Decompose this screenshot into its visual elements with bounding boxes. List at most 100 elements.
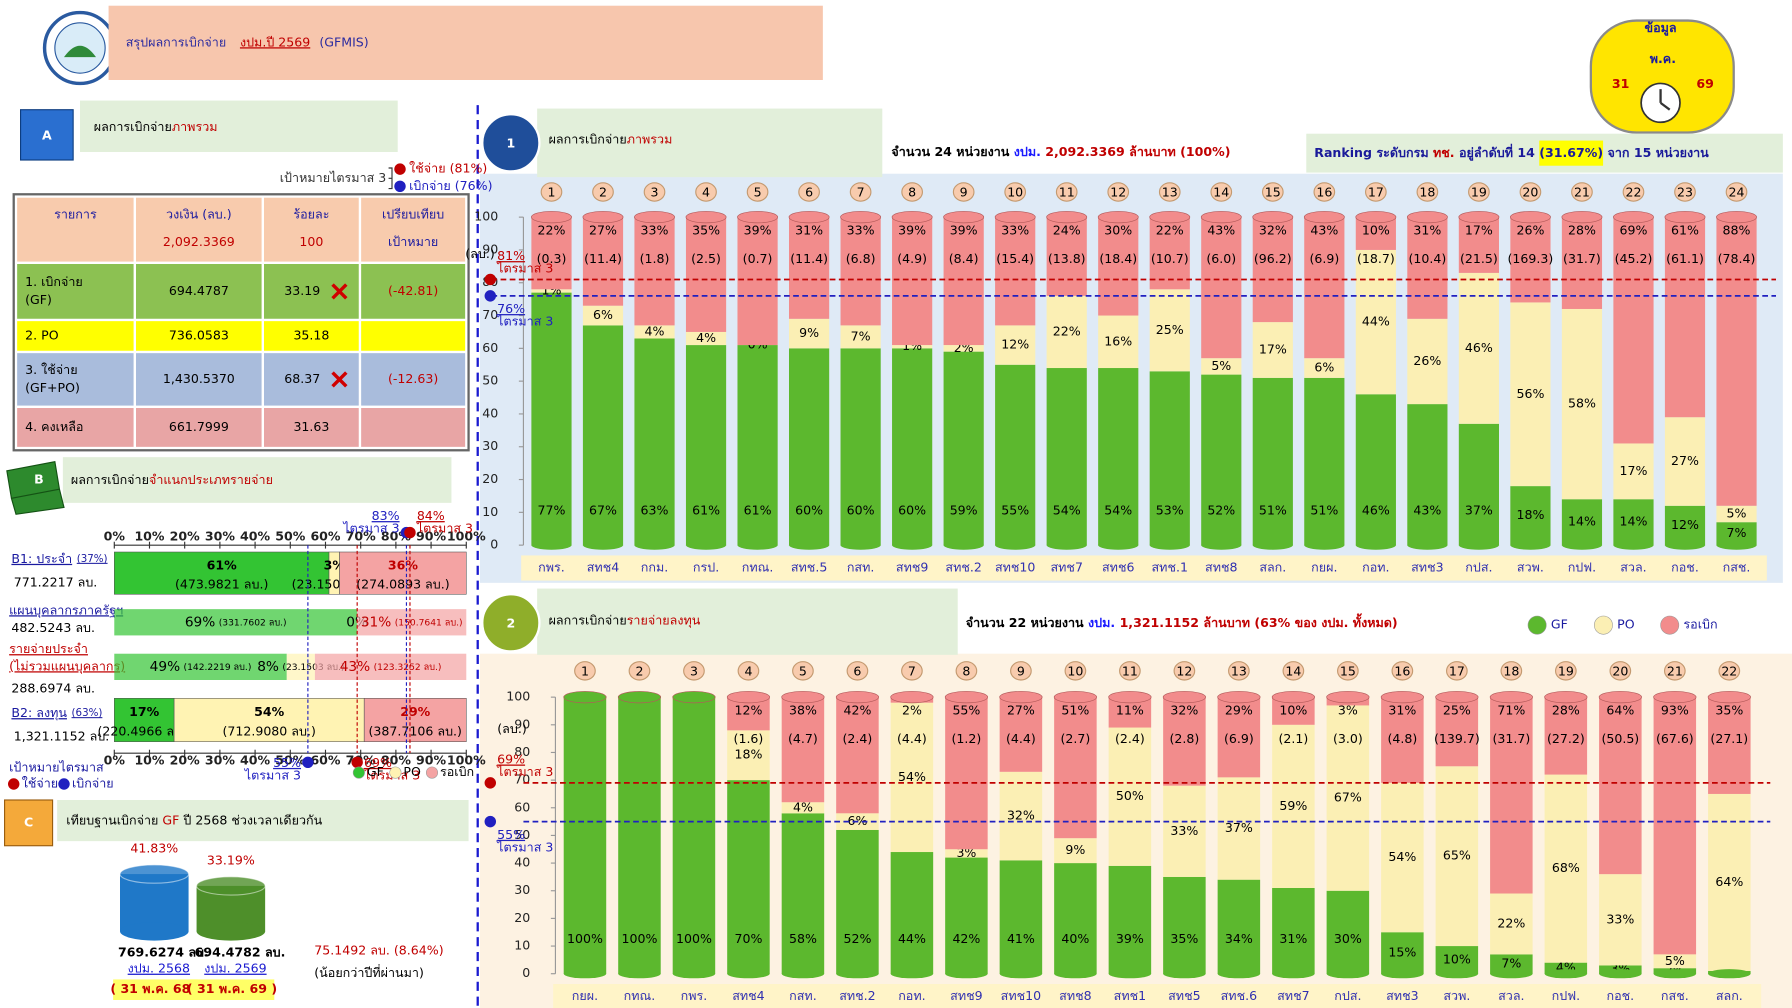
bar-segment bbox=[999, 860, 1043, 974]
unit-number: 17 bbox=[1368, 185, 1384, 200]
unit-number-badge bbox=[1313, 182, 1336, 202]
unit-number-badge bbox=[1663, 661, 1686, 681]
x-tick-label: สทช3 bbox=[1386, 988, 1418, 1003]
segment bbox=[314, 653, 467, 680]
unit-number-badge bbox=[1674, 182, 1696, 202]
segment-percent: 43% bbox=[340, 659, 370, 675]
bar-segment bbox=[999, 697, 1043, 772]
cylinder-bottom bbox=[840, 540, 881, 550]
cylinder-top bbox=[1303, 211, 1345, 224]
cylinder-bottom bbox=[1108, 969, 1152, 979]
unit-number-badge bbox=[901, 661, 923, 681]
remaining-amount: (11.4) bbox=[790, 251, 828, 266]
x-tick-label: กอช. bbox=[1671, 559, 1699, 574]
cylinder-bottom bbox=[1304, 540, 1345, 550]
cylinder-bottom bbox=[531, 540, 572, 550]
remaining-amount: (78.4) bbox=[1718, 251, 1756, 266]
value-label: 88% bbox=[1723, 222, 1751, 237]
unit-number-badge bbox=[1119, 661, 1141, 681]
unit-number-badge bbox=[1500, 661, 1523, 681]
x-tick-label: สทช7 bbox=[1050, 559, 1082, 574]
cylinder-top bbox=[1598, 691, 1642, 704]
value-label: 14% bbox=[1620, 514, 1648, 529]
x-tick-label: กพร. bbox=[538, 559, 565, 574]
unit-number: 4 bbox=[744, 663, 752, 678]
remaining-amount: (2.4) bbox=[843, 731, 873, 746]
value-label: 42% bbox=[952, 931, 980, 946]
legend-dot bbox=[394, 163, 406, 175]
cylinder-top bbox=[1509, 211, 1551, 224]
cylinder-top bbox=[944, 691, 989, 704]
x-tick-label: กสช. bbox=[1723, 559, 1751, 574]
cylinder-top bbox=[1271, 691, 1315, 704]
bar-segment bbox=[1326, 890, 1370, 974]
legend-dot bbox=[394, 180, 406, 192]
x-tick-label: กสท. bbox=[789, 988, 817, 1003]
unit-number-badge bbox=[592, 182, 614, 202]
target-dot bbox=[404, 526, 416, 539]
target-note: ไตรมาส 3 bbox=[496, 839, 553, 854]
value-label: 31% bbox=[1388, 702, 1416, 717]
bar-segment bbox=[727, 730, 770, 781]
segment bbox=[114, 609, 358, 636]
table-cell bbox=[358, 350, 468, 408]
bar-segment bbox=[1054, 863, 1097, 974]
value-label: 4% bbox=[645, 323, 665, 338]
unit-number: 14 bbox=[1213, 185, 1229, 200]
unit-number: 20 bbox=[1522, 185, 1538, 200]
remaining-amount: (2.1) bbox=[1278, 731, 1308, 746]
axis-tick-label: 100% bbox=[447, 753, 486, 768]
cylinder-bottom bbox=[781, 969, 825, 979]
value-label: 22% bbox=[1497, 915, 1525, 930]
cylinder-bottom bbox=[1599, 969, 1642, 979]
target-label: 84% bbox=[417, 508, 445, 523]
bar-segment bbox=[1272, 724, 1315, 888]
table-border bbox=[12, 193, 470, 452]
difference: 75.1492 ลบ. (8.64%) bbox=[314, 942, 443, 957]
value-label: 67% bbox=[1334, 790, 1362, 805]
table-value: 736.0583 bbox=[169, 327, 229, 342]
bar-segment bbox=[1458, 217, 1499, 273]
target-dot bbox=[351, 756, 363, 768]
remaining-amount: (21.5) bbox=[1460, 251, 1498, 266]
x-tick-label: สทช7 bbox=[1277, 988, 1309, 1003]
x-tick-label: สทช10 bbox=[1001, 988, 1041, 1003]
value-label: 6% bbox=[593, 307, 613, 322]
value-label: 59% bbox=[950, 502, 978, 517]
cylinder-bottom bbox=[1716, 540, 1757, 550]
target-dot bbox=[484, 290, 496, 302]
value-label: 5% bbox=[1665, 953, 1685, 968]
table-cell bbox=[261, 261, 362, 322]
x-tick-label: สทช4 bbox=[587, 559, 619, 574]
cylinder-top bbox=[994, 211, 1036, 224]
remaining-amount: (4.4) bbox=[897, 731, 927, 746]
unit-number: 12 bbox=[1176, 663, 1192, 678]
bar-segment bbox=[789, 318, 830, 349]
cylinder-bottom bbox=[196, 922, 266, 941]
remaining-amount: (6.0) bbox=[1206, 251, 1236, 266]
bar-segment bbox=[1613, 217, 1654, 444]
x-tick-label: สทช.6 bbox=[1221, 988, 1257, 1003]
legend-label: เบิกจ่าย (76%) bbox=[409, 178, 492, 193]
bar-segment bbox=[1098, 315, 1139, 369]
bar-segment bbox=[1149, 289, 1190, 372]
value-label: 35% bbox=[1170, 931, 1198, 946]
segment-label: 29% bbox=[400, 704, 430, 719]
y-tick-label: 40 bbox=[482, 405, 498, 420]
remaining-amount: (4.9) bbox=[897, 251, 927, 266]
chart-subtitle-part: 2,092.3369 ล้านบาท (100%) bbox=[1045, 143, 1230, 158]
value-label: 25% bbox=[1156, 322, 1184, 337]
table-value: 694.4787 bbox=[169, 283, 229, 298]
section-icon: A bbox=[42, 127, 52, 142]
unit-number-badge bbox=[1337, 661, 1359, 681]
unit-number: 5 bbox=[754, 185, 762, 200]
header-cell-text: เป้าหมาย bbox=[388, 234, 438, 249]
bar-segment bbox=[1435, 697, 1479, 767]
value-label: 29% bbox=[1225, 702, 1253, 717]
x-tick-label: กพร. bbox=[681, 988, 708, 1003]
x-tick-label: สทช.5 bbox=[791, 559, 827, 574]
unit-number: 9 bbox=[1017, 663, 1025, 678]
target-note: ไตรมาส 3 bbox=[496, 314, 553, 329]
row-label: (GF+PO) bbox=[25, 380, 80, 395]
